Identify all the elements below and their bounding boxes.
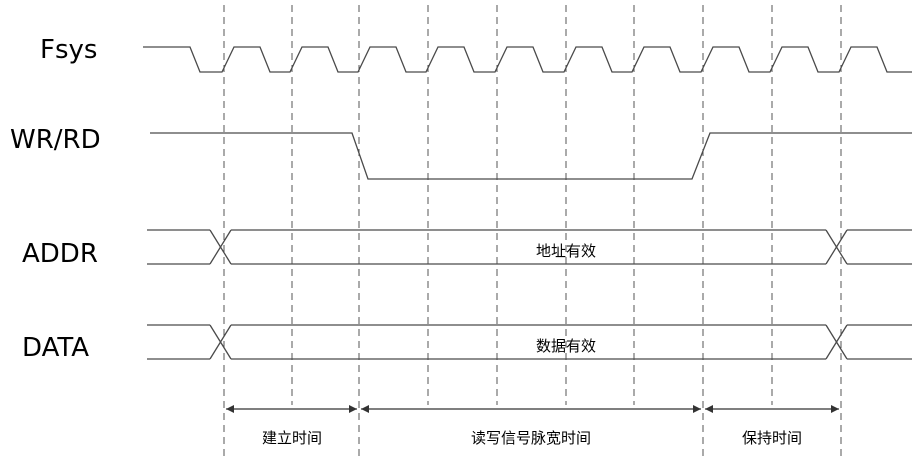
- wrrd-label: WR/RD: [10, 125, 101, 155]
- addr-label: ADDR: [22, 239, 98, 269]
- data-bus: [147, 324, 912, 360]
- hold-time-label: 保持时间: [742, 429, 802, 447]
- data-label: DATA: [22, 333, 89, 363]
- addr-bus: [147, 229, 912, 265]
- fsys-waveform: [143, 46, 912, 73]
- data-valid-label: 数据有效: [536, 337, 596, 355]
- guide-lines: [223, 5, 842, 458]
- addr-valid-label: 地址有效: [536, 242, 596, 260]
- hold-arrow: [705, 405, 839, 413]
- fsys-label: Fsys: [40, 35, 97, 65]
- pulse-width-label: 读写信号脉宽时间: [471, 429, 591, 447]
- setup-time-label: 建立时间: [262, 429, 322, 447]
- pulse-arrow: [361, 405, 701, 413]
- wrrd-waveform: [150, 132, 912, 180]
- setup-arrow: [226, 405, 357, 413]
